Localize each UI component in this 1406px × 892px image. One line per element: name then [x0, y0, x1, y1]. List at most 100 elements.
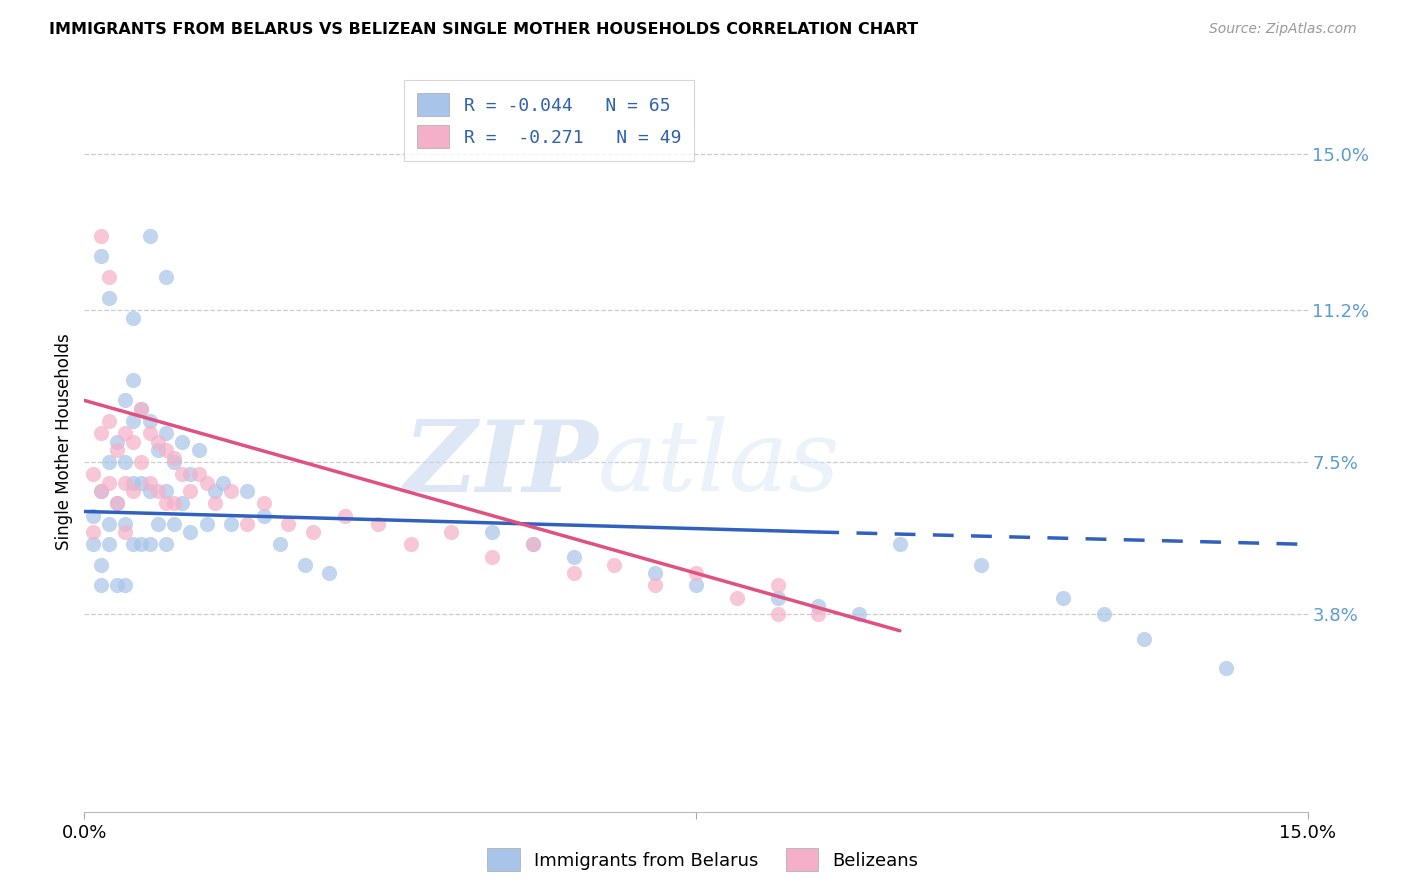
Point — [807, 599, 830, 613]
Point — [155, 270, 177, 285]
Point — [562, 566, 585, 581]
Point — [82, 524, 104, 539]
Point — [155, 442, 177, 457]
Point — [399, 537, 422, 551]
Point — [236, 483, 259, 498]
Point — [90, 250, 112, 264]
Point — [685, 566, 707, 581]
Point — [253, 508, 276, 523]
Point — [163, 516, 186, 531]
Point — [725, 591, 748, 605]
Point — [889, 537, 911, 551]
Point — [114, 393, 136, 408]
Point — [219, 516, 242, 531]
Point — [318, 566, 340, 581]
Point — [155, 483, 177, 498]
Point — [97, 516, 120, 531]
Point — [1215, 661, 1237, 675]
Text: IMMIGRANTS FROM BELARUS VS BELIZEAN SINGLE MOTHER HOUSEHOLDS CORRELATION CHART: IMMIGRANTS FROM BELARUS VS BELIZEAN SING… — [49, 22, 918, 37]
Point — [122, 537, 145, 551]
Point — [146, 516, 169, 531]
Point — [1052, 591, 1074, 605]
Point — [105, 442, 128, 457]
Point — [644, 578, 666, 592]
Point — [122, 483, 145, 498]
Point — [146, 434, 169, 449]
Point — [195, 516, 218, 531]
Point — [685, 578, 707, 592]
Point — [105, 496, 128, 510]
Point — [97, 270, 120, 285]
Legend: R = -0.044   N = 65, R =  -0.271   N = 49: R = -0.044 N = 65, R = -0.271 N = 49 — [405, 80, 695, 161]
Point — [90, 558, 112, 572]
Point — [90, 578, 112, 592]
Point — [82, 508, 104, 523]
Point — [131, 537, 153, 551]
Point — [204, 483, 226, 498]
Legend: Immigrants from Belarus, Belizeans: Immigrants from Belarus, Belizeans — [479, 841, 927, 879]
Point — [146, 483, 169, 498]
Point — [179, 467, 201, 482]
Text: Source: ZipAtlas.com: Source: ZipAtlas.com — [1209, 22, 1357, 37]
Point — [179, 524, 201, 539]
Point — [138, 475, 160, 490]
Point — [138, 228, 160, 243]
Point — [122, 414, 145, 428]
Point — [179, 483, 201, 498]
Point — [163, 455, 186, 469]
Point — [105, 434, 128, 449]
Point — [146, 442, 169, 457]
Point — [367, 516, 389, 531]
Point — [97, 455, 120, 469]
Point — [970, 558, 993, 572]
Point — [562, 549, 585, 564]
Point — [138, 483, 160, 498]
Point — [131, 455, 153, 469]
Point — [105, 578, 128, 592]
Point — [204, 496, 226, 510]
Point — [131, 475, 153, 490]
Point — [97, 475, 120, 490]
Point — [155, 496, 177, 510]
Point — [219, 483, 242, 498]
Point — [122, 475, 145, 490]
Point — [90, 483, 112, 498]
Point — [277, 516, 299, 531]
Point — [138, 414, 160, 428]
Point — [187, 467, 209, 482]
Point — [114, 516, 136, 531]
Point — [155, 537, 177, 551]
Point — [163, 496, 186, 510]
Point — [172, 496, 194, 510]
Point — [522, 537, 544, 551]
Point — [122, 311, 145, 326]
Point — [90, 483, 112, 498]
Point — [294, 558, 316, 572]
Point — [807, 607, 830, 622]
Point — [269, 537, 291, 551]
Point — [114, 524, 136, 539]
Point — [195, 475, 218, 490]
Point — [138, 537, 160, 551]
Point — [848, 607, 870, 622]
Point — [122, 434, 145, 449]
Point — [97, 537, 120, 551]
Point — [253, 496, 276, 510]
Point — [1133, 632, 1156, 646]
Point — [114, 455, 136, 469]
Point — [90, 228, 112, 243]
Point — [82, 467, 104, 482]
Point — [97, 291, 120, 305]
Point — [644, 566, 666, 581]
Point — [481, 549, 503, 564]
Point — [766, 578, 789, 592]
Point — [1092, 607, 1115, 622]
Point — [114, 578, 136, 592]
Text: atlas: atlas — [598, 416, 841, 511]
Point — [163, 450, 186, 465]
Point — [114, 426, 136, 441]
Point — [131, 401, 153, 416]
Point — [212, 475, 235, 490]
Point — [522, 537, 544, 551]
Point — [766, 607, 789, 622]
